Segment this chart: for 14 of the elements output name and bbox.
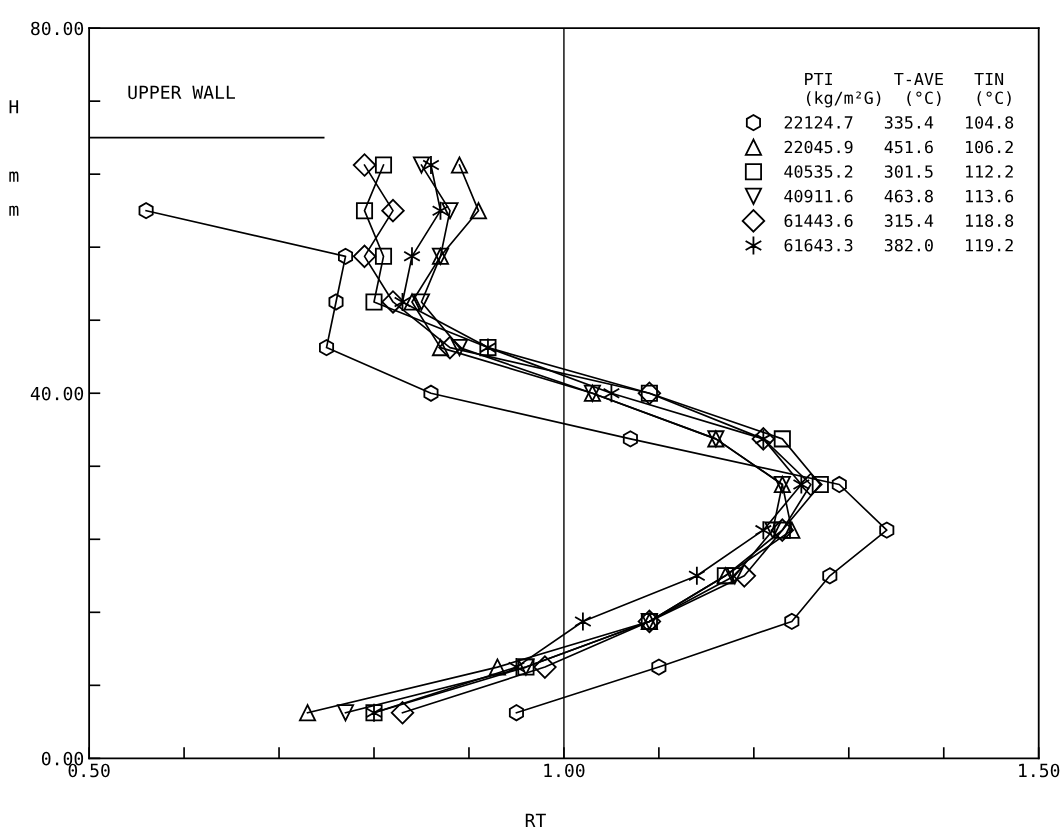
y-tick-label: 80.00: [31, 21, 84, 36]
legend-label: 40911.6 463.8 113.6: [784, 189, 1014, 203]
ref-line-label: UPPER WALL: [128, 85, 235, 100]
x-tick-label: 1.00: [544, 763, 585, 778]
legend-label: 40535.2 301.5 112.2: [784, 165, 1013, 178]
legend-label: 61643.3 382.0 119.2: [784, 238, 1013, 252]
text: H mm: [9, 100, 19, 216]
x-axis-title: RT: [525, 813, 546, 827]
legend-label: 22045.9 451.6 106.2: [784, 140, 1013, 154]
legend-title: PTI T-AVE TIN (kg/m²G) (°C) (°C): [805, 72, 1011, 108]
x-tick-label: 1.50: [1019, 763, 1060, 778]
legend-label: 61443.6 315.4 118.8: [784, 214, 1014, 227]
y-tick-label: 40.00: [30, 386, 84, 401]
legend-label: 22124.7 335.4 104.8: [784, 116, 1014, 129]
